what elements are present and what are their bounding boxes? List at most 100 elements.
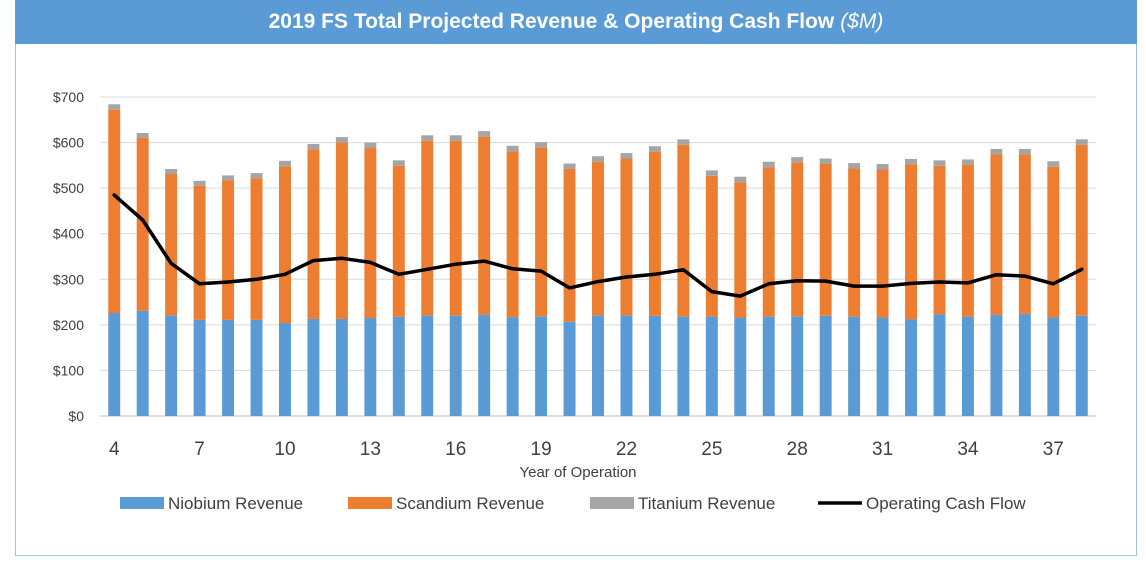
titanium-revenue-bar bbox=[563, 163, 576, 170]
legend-item: Operating Cash Flow bbox=[818, 494, 1026, 513]
y-tick-label: $600 bbox=[53, 135, 84, 151]
niobium-revenue-bar bbox=[193, 319, 206, 416]
niobium-revenue-bar bbox=[791, 316, 804, 416]
chart-title: 2019 FS Total Projected Revenue & Operat… bbox=[269, 10, 884, 34]
y-axis-ticks: $0 $100 $200 $300 $400 $500 $600 $700 bbox=[53, 89, 84, 424]
x-tick-label: 22 bbox=[616, 439, 637, 460]
scandium-revenue-bar bbox=[449, 140, 462, 316]
scandium-revenue-bar bbox=[1047, 166, 1060, 318]
titanium-revenue-bar bbox=[278, 160, 291, 167]
scandium-revenue-bar bbox=[563, 169, 576, 322]
x-tick-label: 13 bbox=[360, 439, 381, 460]
titanium-revenue-bar bbox=[734, 176, 747, 183]
y-tick-label: $300 bbox=[53, 271, 84, 287]
niobium-revenue-bar bbox=[734, 317, 747, 416]
niobium-revenue-bar bbox=[905, 319, 918, 416]
titanium-revenue-bar bbox=[506, 145, 519, 152]
scandium-revenue-bar bbox=[222, 180, 235, 320]
scandium-revenue-bar bbox=[791, 162, 804, 317]
scandium-revenue-bar bbox=[734, 182, 747, 318]
titanium-revenue-bar bbox=[819, 158, 832, 164]
legend-label: Operating Cash Flow bbox=[866, 494, 1026, 513]
legend-item: Scandium Revenue bbox=[348, 494, 544, 513]
niobium-revenue-bar bbox=[961, 316, 974, 416]
niobium-revenue-bar bbox=[563, 321, 576, 416]
chart-title-text: 2019 FS Total Projected Revenue & Operat… bbox=[268, 10, 835, 33]
scandium-revenue-bar bbox=[278, 166, 291, 324]
titanium-revenue-bar bbox=[791, 157, 804, 163]
titanium-revenue-bar bbox=[876, 163, 889, 170]
scandium-revenue-bar bbox=[421, 140, 434, 316]
titanium-revenue-bar bbox=[620, 153, 633, 159]
titanium-revenue-bar bbox=[705, 170, 718, 176]
titanium-revenue-bar bbox=[478, 131, 491, 137]
scandium-revenue-bar bbox=[933, 165, 946, 315]
niobium-revenue-bar bbox=[278, 323, 291, 416]
cash-flow-line bbox=[112, 193, 1084, 298]
niobium-revenue-bar bbox=[136, 310, 149, 416]
niobium-revenue-bar bbox=[933, 314, 946, 416]
titanium-revenue-bar bbox=[165, 169, 178, 175]
scandium-revenue-bar bbox=[506, 151, 519, 318]
legend-swatch bbox=[590, 497, 634, 509]
titanium-revenue-bar bbox=[392, 160, 405, 166]
scandium-revenue-bar bbox=[250, 178, 263, 320]
scandium-revenue-bar bbox=[905, 164, 918, 320]
scandium-revenue-bar bbox=[648, 151, 661, 316]
titanium-revenue-bar bbox=[905, 158, 918, 165]
legend-item: Niobium Revenue bbox=[120, 494, 303, 513]
scandium-revenue-bar bbox=[705, 175, 718, 317]
titanium-revenue-bar bbox=[848, 163, 861, 169]
legend-item: Titanium Revenue bbox=[590, 494, 775, 513]
niobium-revenue-bar bbox=[307, 318, 320, 416]
y-tick-label: $700 bbox=[53, 89, 84, 105]
titanium-revenue-bar bbox=[592, 156, 604, 162]
scandium-revenue-bar bbox=[677, 144, 690, 317]
niobium-revenue-bar bbox=[250, 319, 263, 416]
x-tick-label: 31 bbox=[872, 439, 893, 460]
chart-title-unit: ($M) bbox=[840, 10, 884, 33]
titanium-revenue-bar bbox=[364, 142, 377, 149]
legend-label: Titanium Revenue bbox=[638, 494, 775, 513]
titanium-revenue-bar bbox=[193, 180, 206, 186]
titanium-revenue-bar bbox=[250, 173, 263, 179]
x-tick-label: 28 bbox=[787, 439, 808, 460]
niobium-revenue-bar bbox=[848, 316, 861, 416]
scandium-revenue-bar bbox=[990, 154, 1003, 315]
niobium-revenue-bar bbox=[819, 315, 832, 416]
scandium-revenue-bar bbox=[819, 163, 832, 316]
titanium-revenue-bar bbox=[335, 137, 348, 143]
scandium-revenue-bar bbox=[307, 149, 320, 319]
scandium-revenue-bar bbox=[335, 142, 348, 319]
scandium-revenue-bar bbox=[535, 147, 548, 317]
titanium-revenue-bar bbox=[990, 148, 1003, 155]
niobium-revenue-bar bbox=[364, 318, 377, 416]
legend-label: Niobium Revenue bbox=[168, 494, 303, 513]
titanium-revenue-bar bbox=[421, 135, 434, 141]
scandium-revenue-bar bbox=[961, 164, 974, 317]
titanium-revenue-bar bbox=[648, 146, 661, 152]
y-tick-label: $200 bbox=[53, 317, 84, 333]
niobium-revenue-bar bbox=[592, 315, 604, 416]
scandium-revenue-bar bbox=[592, 161, 604, 316]
niobium-revenue-bar bbox=[108, 313, 121, 416]
niobium-revenue-bar bbox=[648, 315, 661, 416]
titanium-revenue-bar bbox=[961, 159, 974, 165]
scandium-revenue-bar bbox=[364, 148, 377, 319]
x-tick-label: 10 bbox=[274, 439, 295, 460]
niobium-revenue-bar bbox=[876, 317, 889, 416]
y-tick-label: $400 bbox=[53, 226, 84, 242]
niobium-revenue-bar bbox=[677, 316, 690, 416]
niobium-revenue-bar bbox=[506, 317, 519, 416]
scandium-revenue-bar bbox=[108, 109, 121, 314]
niobium-revenue-bar bbox=[392, 316, 405, 416]
titanium-revenue-bar bbox=[1047, 161, 1060, 167]
scandium-revenue-bar bbox=[478, 136, 491, 315]
x-tick-label: 7 bbox=[194, 439, 205, 460]
operating-cash-flow-line bbox=[112, 193, 1084, 298]
x-tick-label: 16 bbox=[445, 439, 466, 460]
niobium-revenue-bar bbox=[421, 315, 434, 416]
scandium-revenue-bar bbox=[1018, 154, 1031, 314]
bars bbox=[108, 104, 1088, 416]
niobium-revenue-bar bbox=[222, 319, 235, 416]
